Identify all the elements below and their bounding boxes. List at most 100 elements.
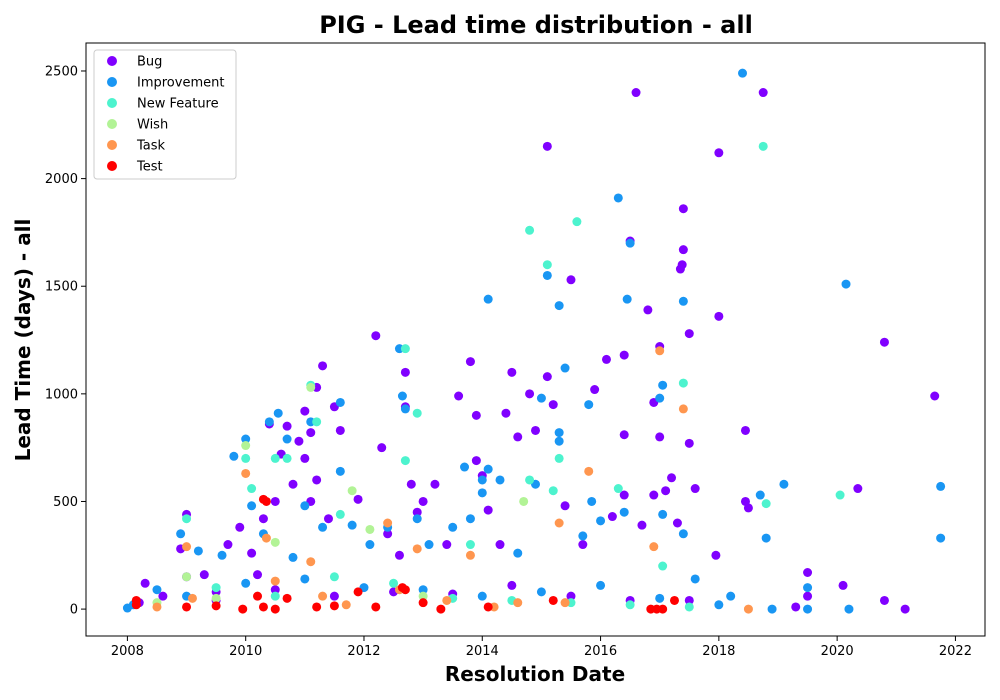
legend: Bug Improvement New Feature Wish Task Test: [93, 49, 237, 180]
point-task: [412, 544, 422, 554]
point-improvement: [273, 408, 283, 418]
point-bug: [394, 550, 404, 560]
point-new-feature: [678, 378, 688, 388]
point-bug: [690, 484, 700, 494]
point-test: [253, 591, 263, 601]
point-improvement: [418, 585, 428, 595]
point-test: [329, 601, 339, 611]
x-tick-label: 2008: [111, 644, 144, 659]
point-task: [743, 604, 753, 614]
point-bug: [631, 88, 641, 98]
point-test: [418, 598, 428, 608]
point-new-feature: [412, 408, 422, 418]
point-new-feature: [247, 484, 257, 494]
point-bug: [371, 331, 381, 341]
point-test: [312, 602, 322, 612]
point-new-feature: [572, 217, 582, 227]
point-bug: [406, 479, 416, 489]
point-bug: [501, 408, 511, 418]
point-task: [554, 518, 564, 528]
point-bug: [258, 514, 268, 524]
point-bug: [507, 580, 517, 590]
point-bug: [223, 540, 233, 550]
point-bug: [879, 337, 889, 347]
legend-marker-new-feature: [107, 98, 117, 108]
point-new-feature: [400, 344, 410, 354]
point-bug: [677, 260, 687, 270]
point-task: [442, 595, 452, 605]
point-improvement: [622, 294, 632, 304]
point-improvement: [365, 540, 375, 550]
point-improvement: [578, 531, 588, 541]
point-improvement: [536, 393, 546, 403]
point-bug: [377, 443, 387, 453]
legend-label-task: Task: [136, 139, 166, 154]
legend-marker-task: [107, 140, 117, 150]
point-bug: [678, 245, 688, 255]
point-improvement: [936, 533, 946, 543]
point-improvement: [554, 428, 564, 438]
point-bug: [140, 578, 150, 588]
point-bug: [329, 591, 339, 601]
point-improvement: [755, 490, 765, 500]
point-bug: [900, 604, 910, 614]
point-bug: [711, 550, 721, 560]
point-improvement: [619, 507, 629, 517]
point-improvement: [397, 391, 407, 401]
y-tick-label: 500: [53, 495, 78, 510]
point-task: [261, 533, 271, 543]
point-bug: [465, 357, 475, 367]
point-improvement: [300, 501, 310, 511]
point-bug: [758, 88, 768, 98]
point-wish: [182, 572, 192, 582]
point-bug: [672, 518, 682, 528]
point-bug: [312, 475, 322, 485]
point-bug: [667, 473, 677, 483]
point-improvement: [477, 591, 487, 601]
y-tick-label: 1000: [45, 387, 78, 402]
point-bug: [566, 275, 576, 285]
y-tick-label: 0: [70, 603, 78, 618]
point-bug: [661, 486, 671, 496]
point-test: [282, 593, 292, 603]
point-bug: [838, 580, 848, 590]
legend-label-wish: Wish: [137, 118, 168, 133]
point-bug: [495, 540, 505, 550]
point-bug: [684, 438, 694, 448]
legend-label-bug: Bug: [137, 55, 162, 70]
point-bug: [353, 494, 363, 504]
point-new-feature: [525, 475, 535, 485]
point-test: [483, 602, 493, 612]
point-bug: [418, 496, 428, 506]
point-bug: [288, 479, 298, 489]
point-improvement: [803, 604, 813, 614]
point-new-feature: [761, 499, 771, 509]
point-improvement: [655, 593, 665, 603]
point-bug: [548, 400, 558, 410]
point-new-feature: [389, 578, 399, 588]
point-wish: [418, 591, 428, 601]
point-bug: [400, 367, 410, 377]
point-bug: [282, 421, 292, 431]
point-task: [560, 598, 570, 608]
point-task: [152, 602, 162, 612]
point-bug: [235, 522, 245, 532]
point-improvement: [400, 404, 410, 414]
point-improvement: [779, 479, 789, 489]
point-bug: [253, 570, 263, 580]
x-tick-label: 2014: [466, 644, 499, 659]
y-axis-title: Lead Time (days) - all: [11, 219, 35, 462]
point-improvement: [587, 496, 597, 506]
point-improvement: [465, 514, 475, 524]
point-new-feature: [684, 602, 694, 612]
point-improvement: [658, 509, 668, 519]
point-bug: [714, 311, 724, 321]
point-task: [270, 576, 280, 586]
point-new-feature: [270, 453, 280, 463]
point-new-feature: [465, 540, 475, 550]
legend-marker-improvement: [107, 77, 117, 87]
point-task: [655, 346, 665, 356]
point-bug: [655, 432, 665, 442]
point-improvement: [412, 514, 422, 524]
point-new-feature: [658, 561, 668, 571]
